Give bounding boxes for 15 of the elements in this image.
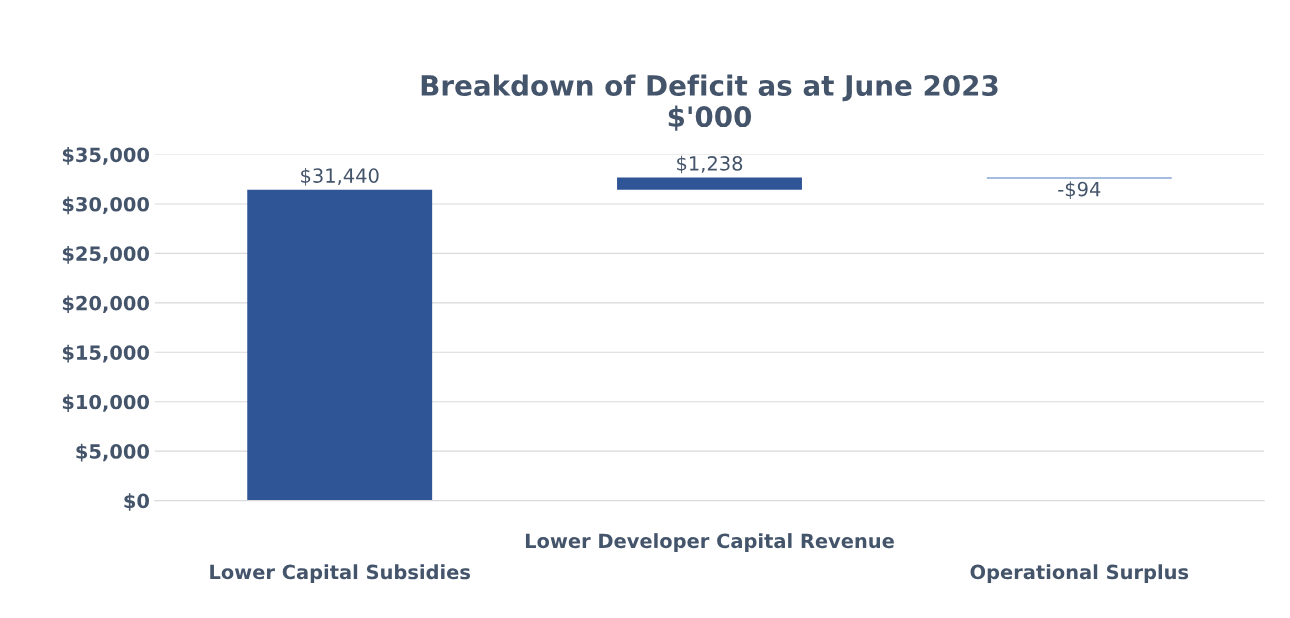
x-tick-label: Operational Surplus — [970, 564, 1189, 584]
y-tick-label: $30,000 — [62, 196, 150, 215]
data-label: -$94 — [1058, 181, 1101, 199]
y-tick-label: $15,000 — [62, 344, 150, 363]
x-tick-label: Lower Developer Capital Revenue — [525, 533, 894, 552]
data-label: $1,238 — [677, 155, 743, 174]
y-tick-label: $20,000 — [62, 295, 150, 314]
y-tick-label: $10,000 — [62, 394, 150, 412]
y-tick-label: $35,000 — [62, 147, 150, 165]
y-tick-label: $0 — [124, 493, 150, 511]
chart-title: Breakdown of Deficit as at June 2023 $'000 — [421, 74, 998, 131]
data-label: $31,440 — [301, 167, 379, 186]
x-tick-label: Lower Capital Subsidies — [210, 564, 470, 584]
y-tick-label: $5,000 — [76, 443, 150, 462]
y-tick-label: $25,000 — [62, 245, 150, 264]
